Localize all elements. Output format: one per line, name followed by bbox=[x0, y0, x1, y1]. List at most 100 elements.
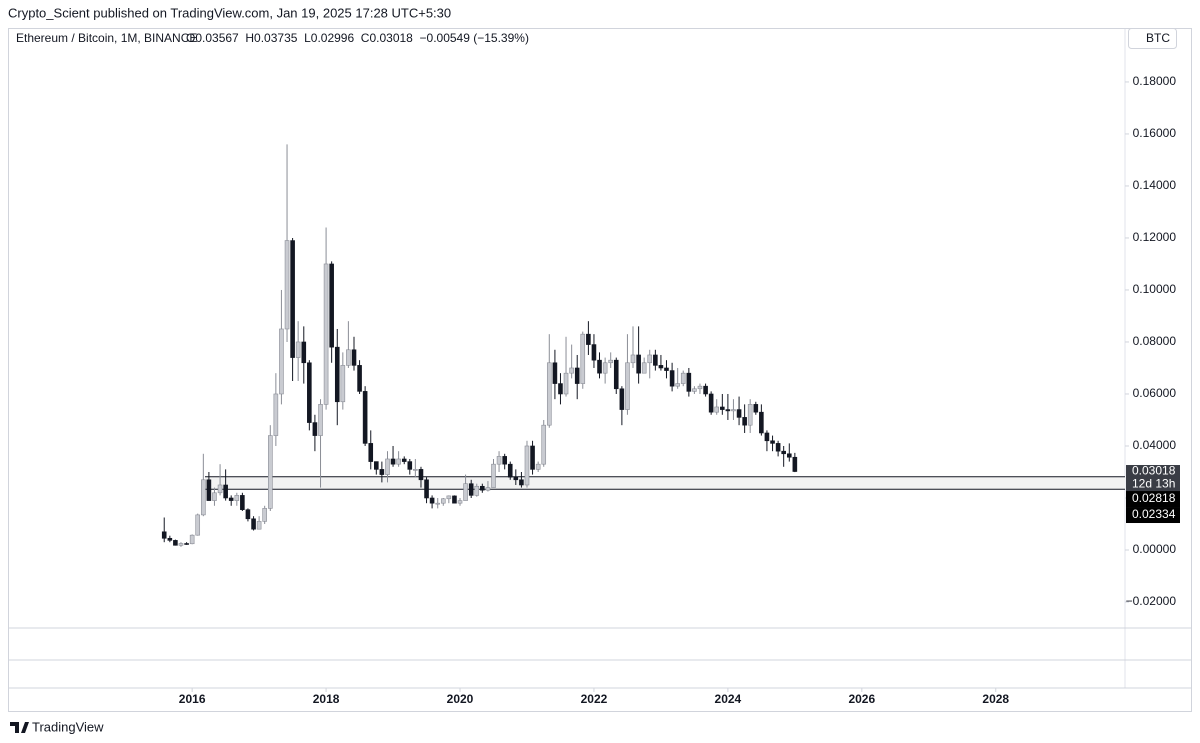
candle-body bbox=[675, 383, 680, 387]
candle-body bbox=[474, 485, 480, 496]
candle-body bbox=[452, 495, 457, 504]
candle-body bbox=[189, 534, 195, 545]
support-band bbox=[205, 476, 1125, 490]
candle-body bbox=[184, 543, 189, 545]
candle-body bbox=[228, 497, 234, 501]
legend-symbol: Ethereum / Bitcoin, 1M, BINANCE bbox=[16, 31, 197, 45]
candle-body bbox=[736, 409, 742, 418]
candle-body bbox=[212, 492, 217, 501]
candle-body bbox=[340, 365, 346, 403]
candle-body bbox=[781, 450, 786, 455]
candle-body bbox=[653, 354, 658, 366]
candle-body bbox=[619, 388, 625, 410]
candle-body bbox=[636, 354, 641, 374]
candle-body bbox=[664, 367, 669, 371]
candle-body bbox=[586, 333, 591, 345]
candle-body bbox=[519, 479, 524, 486]
last-price-label: 0.03018 bbox=[1132, 464, 1176, 478]
candle-body bbox=[647, 354, 653, 364]
candle-body bbox=[295, 341, 301, 358]
candle-body bbox=[329, 263, 334, 348]
candle-body bbox=[312, 422, 318, 436]
x-tick-label: 2022 bbox=[581, 692, 608, 706]
candle-body bbox=[457, 500, 463, 504]
y-tick-label: 0.10000 bbox=[1133, 282, 1177, 296]
currency-button[interactable] bbox=[1128, 28, 1177, 49]
candle-body bbox=[530, 445, 535, 470]
candle-body bbox=[502, 456, 507, 465]
candle-body bbox=[301, 341, 307, 364]
candle-body bbox=[290, 240, 295, 358]
candle-body bbox=[608, 359, 613, 364]
y-tick-label: 0.16000 bbox=[1133, 126, 1177, 140]
candle-body bbox=[284, 240, 290, 330]
candle-body bbox=[201, 479, 206, 516]
candle-body bbox=[256, 521, 262, 530]
candle-body bbox=[413, 469, 418, 471]
hline-price-box bbox=[1126, 507, 1180, 524]
candle-body bbox=[775, 443, 781, 452]
candle-body bbox=[318, 404, 323, 436]
candle-body bbox=[223, 484, 228, 499]
candle-body bbox=[613, 359, 619, 390]
y-tick-label: 0.18000 bbox=[1133, 74, 1177, 88]
hline-price-label: 0.02334 bbox=[1132, 507, 1176, 521]
hline-price-label: 0.02818 bbox=[1132, 491, 1176, 505]
candle-body bbox=[429, 497, 435, 504]
currency-label[interactable]: BTC bbox=[1146, 31, 1170, 45]
candle-body bbox=[524, 445, 530, 486]
candle-body bbox=[725, 409, 731, 412]
candle-body bbox=[268, 435, 273, 509]
y-tick-label: 0.08000 bbox=[1133, 334, 1177, 348]
footer-brand: TradingView bbox=[32, 719, 104, 734]
candle-body bbox=[357, 365, 362, 392]
candle-body bbox=[680, 372, 686, 384]
candle-body bbox=[625, 362, 630, 410]
footer-bar bbox=[0, 713, 1200, 743]
candle-body bbox=[480, 485, 485, 491]
candle-body bbox=[379, 469, 385, 475]
candle-body bbox=[401, 458, 407, 462]
candle-body bbox=[362, 391, 368, 444]
candle-body bbox=[334, 346, 340, 403]
y-tick-label: 0.14000 bbox=[1133, 178, 1177, 192]
tradingview-logo bbox=[10, 722, 29, 733]
countdown-label: 12d 13h bbox=[1132, 477, 1175, 491]
candle-body bbox=[759, 411, 764, 434]
candle-body bbox=[206, 479, 212, 501]
candle-body bbox=[658, 365, 664, 369]
candle-body bbox=[251, 518, 256, 530]
candle-body bbox=[468, 483, 474, 496]
candle-body bbox=[351, 349, 357, 366]
candle-body bbox=[346, 349, 351, 366]
candle-body bbox=[541, 424, 547, 465]
candle-body bbox=[552, 362, 558, 384]
candle-body bbox=[786, 453, 792, 458]
x-tick-label: 2016 bbox=[179, 692, 206, 706]
candle-body bbox=[747, 404, 753, 426]
x-tick-label: 2024 bbox=[715, 692, 742, 706]
candle-body bbox=[424, 479, 429, 499]
candle-body bbox=[173, 540, 178, 546]
candle-body bbox=[708, 393, 714, 413]
candle-body bbox=[742, 417, 747, 426]
candle-body bbox=[368, 443, 374, 462]
y-tick-label: 0.00000 bbox=[1133, 542, 1177, 556]
candle-body bbox=[279, 328, 284, 395]
candle-body bbox=[535, 463, 541, 470]
y-tick-label: 0.12000 bbox=[1133, 230, 1177, 244]
candle-body bbox=[714, 406, 720, 413]
candle-body bbox=[641, 362, 647, 374]
candle-body bbox=[195, 514, 201, 536]
candle-body bbox=[569, 367, 574, 374]
candle-body bbox=[407, 461, 413, 470]
candle-body bbox=[507, 463, 513, 478]
candle-body bbox=[323, 263, 329, 405]
candle-body bbox=[217, 484, 223, 494]
candle-body bbox=[770, 440, 775, 444]
candle-body bbox=[262, 508, 267, 522]
candle-body bbox=[463, 483, 468, 501]
candle-body bbox=[720, 406, 725, 410]
